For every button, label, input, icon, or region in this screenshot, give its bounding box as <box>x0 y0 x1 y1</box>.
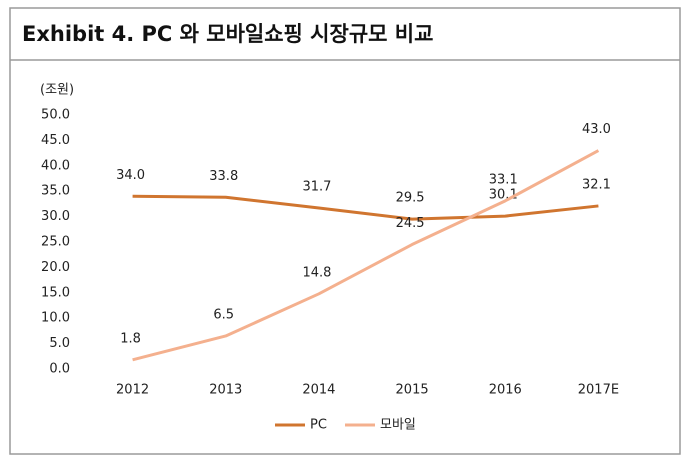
data-label: 31.7 <box>302 179 331 194</box>
data-label: 14.8 <box>302 265 331 280</box>
y-tick-label: 20.0 <box>41 260 70 275</box>
y-tick-label: 15.0 <box>41 285 70 300</box>
x-tick-label: 2015 <box>396 383 429 398</box>
data-label: 33.8 <box>209 169 238 184</box>
chart-title: Exhibit 4. PC 와 모바일쇼핑 시장규모 비교 <box>22 22 433 46</box>
data-label: 34.0 <box>116 168 145 183</box>
y-tick-label: 5.0 <box>49 336 70 351</box>
data-label: 33.1 <box>489 172 518 187</box>
x-tick-label: 2016 <box>489 383 522 398</box>
y-tick-label: 50.0 <box>41 108 70 123</box>
y-tick-label: 35.0 <box>41 184 70 199</box>
y-tick-label: 0.0 <box>49 362 70 377</box>
legend-label: PC <box>310 418 327 433</box>
y-tick-label: 25.0 <box>41 235 70 250</box>
x-tick-label: 2013 <box>209 383 242 398</box>
data-label: 29.5 <box>396 191 425 206</box>
data-label: 24.5 <box>396 216 425 231</box>
legend-label: 모바일 <box>380 418 416 433</box>
x-tick-label: 2012 <box>116 383 149 398</box>
y-tick-label: 30.0 <box>41 209 70 224</box>
y-axis-label: (조원) <box>40 83 74 98</box>
series-line <box>132 194 599 221</box>
x-tick-label: 2014 <box>302 383 335 398</box>
data-label: 6.5 <box>213 307 234 322</box>
y-tick-label: 40.0 <box>41 158 70 173</box>
data-label: 32.1 <box>582 177 611 192</box>
series-line <box>132 149 600 362</box>
y-tick-label: 45.0 <box>41 133 70 148</box>
y-tick-label: 10.0 <box>41 311 70 326</box>
x-tick-label: 2017E <box>578 383 619 398</box>
data-label: 43.0 <box>582 122 611 137</box>
data-label: 1.8 <box>120 331 141 346</box>
frame <box>9 7 681 455</box>
